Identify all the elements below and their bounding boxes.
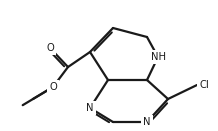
Text: NH: NH [150,52,165,62]
Text: O: O [46,43,54,53]
Text: O: O [49,82,57,92]
Text: Cl: Cl [199,80,209,90]
Text: N: N [86,103,94,113]
Text: N: N [143,117,151,127]
